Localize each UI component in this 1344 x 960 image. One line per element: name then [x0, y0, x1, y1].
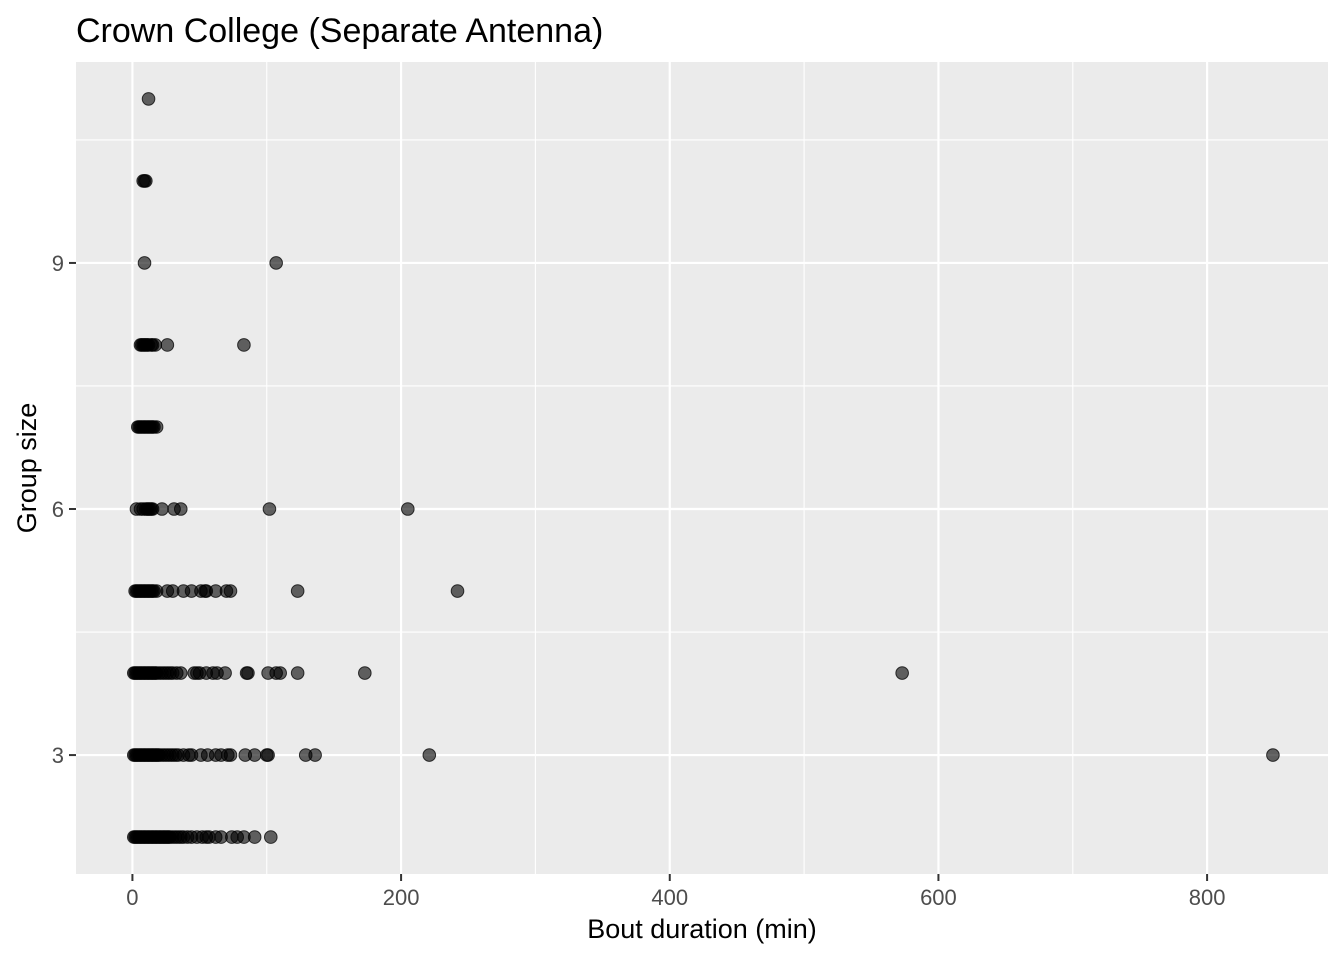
- data-points: [126, 92, 1280, 844]
- data-point: [241, 666, 255, 680]
- data-point: [218, 666, 232, 680]
- data-point: [148, 338, 163, 352]
- data-point: [247, 830, 262, 844]
- x-tick-label: 0: [126, 885, 138, 910]
- data-point: [308, 748, 322, 762]
- axes: 0 200 400 600 800 3 6 9: [52, 251, 1226, 910]
- data-point: [139, 174, 153, 188]
- y-tick-label: 9: [52, 251, 64, 276]
- data-point: [290, 666, 305, 680]
- data-point: [149, 420, 164, 434]
- data-point: [237, 338, 251, 352]
- data-point: [401, 502, 415, 516]
- y-tick-label: 6: [52, 497, 64, 522]
- data-point: [273, 666, 287, 680]
- data-point: [263, 830, 278, 844]
- data-point: [160, 338, 175, 352]
- data-point: [223, 748, 238, 762]
- data-point: [137, 256, 152, 270]
- x-tick-label: 400: [651, 885, 688, 910]
- data-point: [262, 502, 277, 516]
- data-point: [247, 748, 262, 762]
- data-point: [895, 666, 909, 680]
- data-point: [223, 584, 238, 598]
- y-axis-title: Group size: [12, 403, 42, 534]
- y-tick-label: 3: [52, 743, 64, 768]
- data-point: [422, 748, 437, 762]
- data-point: [358, 666, 372, 680]
- data-point: [173, 502, 188, 516]
- chart-title: Crown College (Separate Antenna): [76, 12, 603, 50]
- data-point: [450, 584, 465, 598]
- data-point: [141, 92, 156, 106]
- data-point: [173, 666, 188, 680]
- x-axis-title: Bout duration (min): [587, 914, 817, 944]
- data-point: [1266, 748, 1280, 762]
- x-tick-label: 600: [920, 885, 957, 910]
- plot-panel: [76, 62, 1328, 874]
- x-tick-label: 200: [383, 885, 420, 910]
- data-point: [155, 502, 169, 516]
- grid-lines: [76, 62, 1328, 879]
- data-point: [290, 584, 305, 598]
- data-point: [261, 748, 275, 762]
- data-point: [269, 256, 283, 270]
- x-tick-label: 800: [1189, 885, 1226, 910]
